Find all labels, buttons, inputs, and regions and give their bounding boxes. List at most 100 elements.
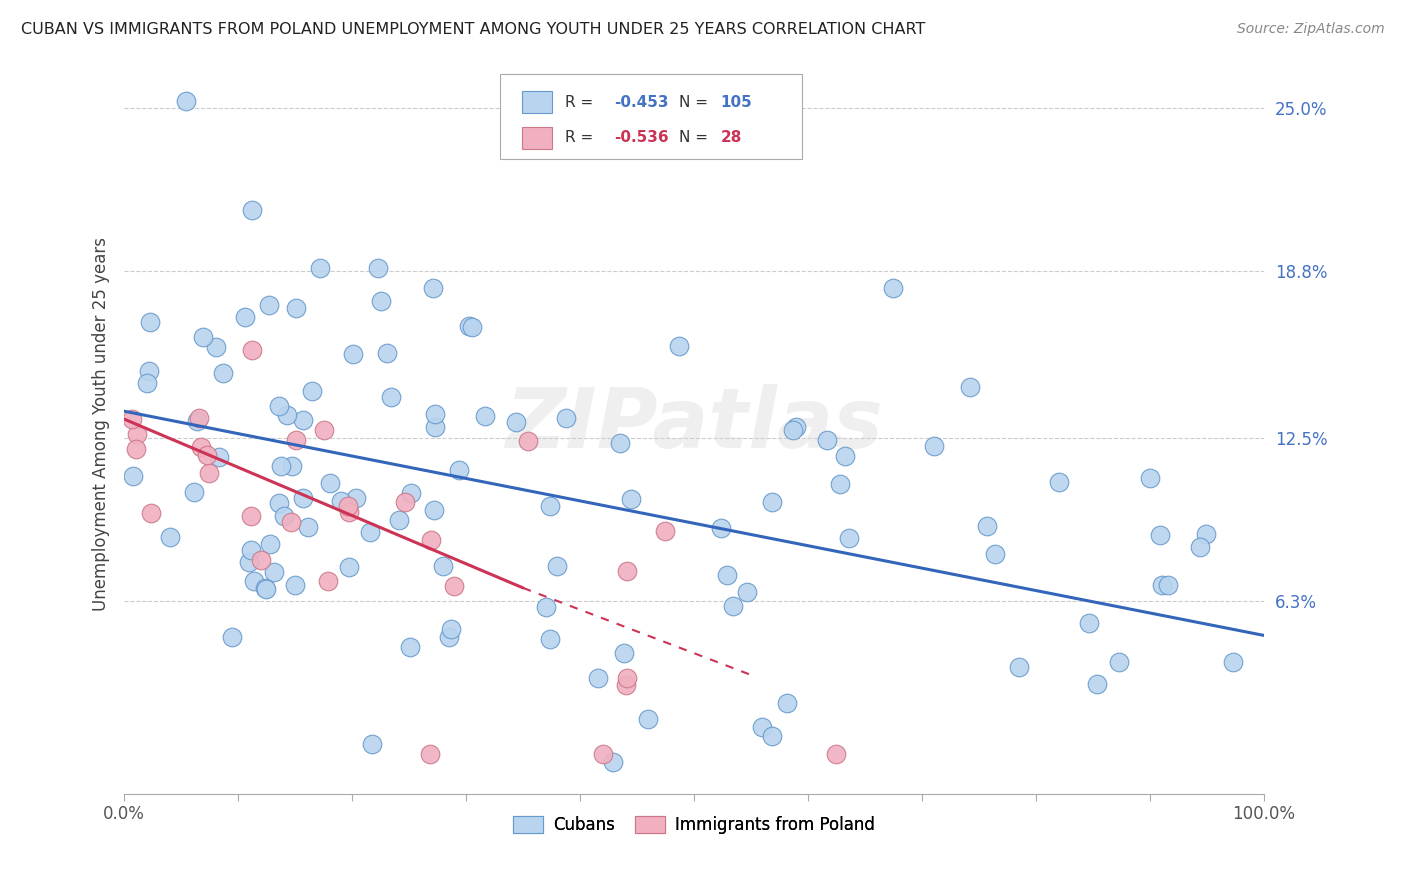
FancyBboxPatch shape	[522, 91, 551, 113]
Point	[602, 755, 624, 769]
Point	[240, 343, 263, 358]
Point	[613, 646, 636, 660]
Point	[121, 412, 143, 426]
Point	[1189, 540, 1212, 554]
Text: Source: ZipAtlas.com: Source: ZipAtlas.com	[1237, 22, 1385, 37]
Point	[546, 558, 568, 573]
Point	[205, 340, 228, 354]
Point	[337, 506, 360, 520]
FancyBboxPatch shape	[522, 127, 551, 149]
Point	[297, 520, 319, 534]
Point	[654, 524, 676, 538]
Point	[1195, 527, 1218, 541]
Point	[240, 202, 263, 217]
Point	[554, 411, 576, 425]
Point	[188, 411, 211, 425]
Point	[359, 525, 381, 540]
Point	[221, 631, 243, 645]
Point	[838, 531, 860, 545]
Point	[825, 747, 848, 761]
Point	[284, 578, 307, 592]
Point	[423, 408, 446, 422]
Point	[186, 414, 208, 428]
Point	[273, 508, 295, 523]
Point	[709, 521, 731, 535]
Text: 28: 28	[720, 130, 742, 145]
Point	[257, 298, 280, 312]
Point	[737, 585, 759, 599]
Point	[207, 450, 229, 465]
Point	[474, 409, 496, 424]
Point	[399, 485, 422, 500]
Point	[721, 599, 744, 613]
Point	[370, 293, 392, 308]
Point	[620, 491, 643, 506]
Point	[716, 567, 738, 582]
Point	[419, 747, 441, 761]
Point	[538, 632, 561, 646]
Legend: Cubans, Immigrants from Poland: Cubans, Immigrants from Poland	[506, 809, 882, 841]
Point	[375, 346, 398, 360]
Point	[285, 434, 308, 448]
Point	[197, 466, 219, 480]
Point	[292, 491, 315, 506]
Point	[609, 435, 631, 450]
Point	[592, 747, 614, 761]
Point	[440, 622, 463, 636]
Point	[284, 301, 307, 315]
Point	[1149, 528, 1171, 542]
Point	[1008, 659, 1031, 673]
Point	[318, 475, 340, 490]
Point	[782, 423, 804, 437]
Point	[614, 678, 637, 692]
Point	[267, 400, 290, 414]
Point	[127, 427, 149, 442]
Point	[280, 516, 302, 530]
Text: N =: N =	[679, 95, 713, 110]
Point	[254, 582, 277, 596]
Point	[447, 462, 470, 476]
Point	[616, 564, 638, 578]
Text: R =: R =	[565, 95, 599, 110]
Point	[423, 503, 446, 517]
Point	[505, 415, 527, 429]
Point	[125, 442, 148, 456]
Point	[922, 439, 945, 453]
Point	[458, 319, 481, 334]
Point	[1150, 578, 1173, 592]
Point	[828, 476, 851, 491]
Point	[174, 94, 197, 108]
Point	[1047, 475, 1070, 489]
Point	[342, 346, 364, 360]
Point	[139, 506, 162, 520]
Text: -0.536: -0.536	[614, 130, 669, 145]
Point	[1157, 577, 1180, 591]
Point	[346, 491, 368, 506]
Point	[259, 537, 281, 551]
Point	[312, 423, 335, 437]
Point	[276, 408, 298, 422]
Point	[437, 630, 460, 644]
Point	[190, 440, 212, 454]
Point	[337, 559, 360, 574]
Point	[668, 339, 690, 353]
Point	[984, 547, 1007, 561]
Point	[195, 448, 218, 462]
Point	[330, 494, 353, 508]
Point	[432, 559, 454, 574]
Point	[834, 449, 856, 463]
FancyBboxPatch shape	[501, 74, 803, 159]
Text: ZIPatlas: ZIPatlas	[505, 384, 883, 465]
Point	[1085, 677, 1108, 691]
Point	[1108, 656, 1130, 670]
Point	[388, 513, 411, 527]
Point	[267, 496, 290, 510]
Point	[419, 533, 441, 548]
Point	[398, 640, 420, 654]
Point	[959, 380, 981, 394]
Point	[211, 367, 233, 381]
Point	[1078, 615, 1101, 630]
Point	[785, 420, 807, 434]
Text: R =: R =	[565, 130, 599, 145]
Point	[380, 390, 402, 404]
